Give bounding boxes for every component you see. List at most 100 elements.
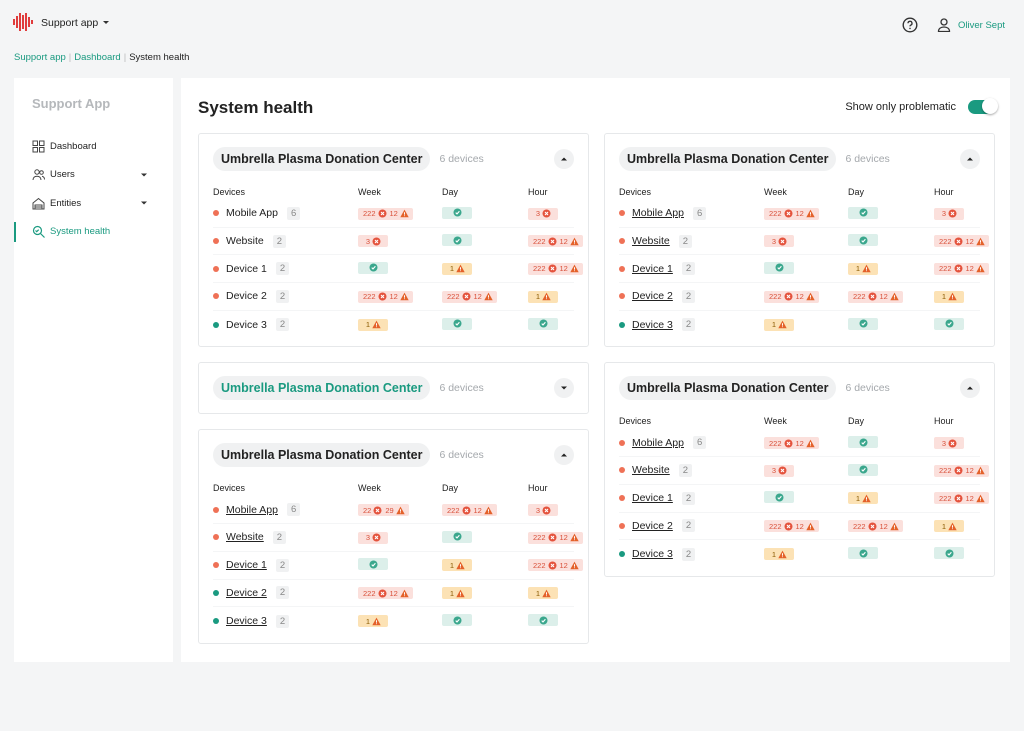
week-cell: 1	[764, 548, 848, 561]
user-name[interactable]: Oliver Sept	[958, 20, 1005, 31]
help-icon[interactable]	[902, 17, 918, 33]
nav-item[interactable]: System health	[14, 221, 173, 242]
collapse-toggle[interactable]	[554, 149, 574, 169]
hour-cell: 1	[934, 290, 1004, 303]
status-count: 1	[855, 264, 861, 274]
status-dot	[619, 210, 625, 217]
nav-item[interactable]: Dashboard	[14, 136, 173, 156]
nav-item[interactable]: Users	[14, 165, 173, 185]
week-cell: 222 12	[764, 437, 848, 450]
device-cell: Mobile App 6	[619, 436, 764, 450]
status-count: 12	[795, 438, 804, 448]
app-switcher[interactable]: Support app	[41, 17, 112, 29]
status-count: 3	[771, 236, 777, 246]
device-name[interactable]: Device 1	[632, 492, 673, 505]
device-name[interactable]: Device 1	[632, 262, 673, 275]
status-pill: 3	[358, 235, 388, 248]
separator: |	[123, 52, 127, 63]
device-name[interactable]: Device 2	[632, 290, 673, 303]
day-cell: 1	[848, 492, 934, 505]
status-pill: 3	[528, 504, 558, 517]
device-card: Umbrella Plasma Donation Center 6 devices…	[198, 429, 589, 644]
day-cell: 222 12	[442, 504, 528, 517]
status-count: 222	[939, 493, 952, 503]
status-dot	[213, 562, 219, 569]
status-icon-warn	[976, 265, 985, 273]
card-title[interactable]: Umbrella Plasma Donation Center	[619, 147, 837, 171]
device-count: 6 devices	[439, 449, 484, 462]
status-icon-warn	[372, 320, 381, 329]
collapse-toggle[interactable]	[960, 149, 980, 169]
status-icon-warn	[948, 292, 957, 301]
week-cell: 1	[358, 615, 442, 628]
status-count: 222	[939, 264, 952, 274]
crumb-current: System health	[129, 52, 190, 63]
device-name[interactable]: Device 1	[226, 559, 267, 572]
status-icon-ok	[859, 319, 867, 328]
collapse-toggle[interactable]	[960, 378, 980, 399]
device-name[interactable]: Website	[632, 235, 670, 248]
status-icon-warn	[372, 617, 381, 625]
week-cell: 1	[358, 318, 442, 331]
device-name[interactable]: Mobile App	[226, 503, 278, 516]
status-icon-error	[784, 522, 793, 531]
status-icon-ok	[453, 616, 461, 625]
card-title[interactable]: Umbrella Plasma Donation Center	[213, 376, 431, 401]
status-pill: 1	[442, 262, 472, 275]
status-pill: 222 12	[934, 235, 989, 248]
status-dot	[619, 522, 625, 529]
status-dot	[213, 589, 219, 596]
card-title[interactable]: Umbrella Plasma Donation Center	[213, 443, 431, 468]
status-pill	[764, 261, 794, 274]
nav-icon	[32, 197, 45, 209]
status-dot	[619, 551, 625, 558]
column-header: Devices	[619, 187, 652, 197]
nav-item[interactable]: Entities	[14, 193, 173, 213]
status-count: 3	[941, 209, 947, 219]
device-cell: Device 3 2	[619, 318, 764, 332]
status-pill: 222 12	[934, 492, 989, 505]
device-name[interactable]: Device 3	[632, 318, 673, 331]
collapse-toggle[interactable]	[554, 445, 574, 466]
status-icon-error	[954, 494, 963, 503]
status-count: 222	[769, 292, 782, 302]
device-row: Device 1 2 1 222 12	[213, 552, 583, 580]
hour-cell: 222 12	[934, 235, 1004, 248]
status-count: 1	[535, 588, 541, 598]
status-pill: 222 12	[528, 559, 583, 572]
device-name[interactable]: Mobile App	[632, 207, 684, 220]
status-pill	[848, 547, 878, 560]
device-name[interactable]: Device 2	[632, 519, 673, 532]
device-name[interactable]: Mobile App	[632, 436, 684, 449]
status-pill: 222 12	[934, 464, 989, 477]
week-cell	[358, 558, 442, 572]
status-pill: 1	[442, 587, 472, 600]
filter-toggle[interactable]: Show only problematic	[845, 98, 998, 114]
crumb-link[interactable]: Dashboard	[74, 52, 121, 63]
device-name[interactable]: Device 3	[226, 615, 267, 628]
day-cell: 222 12	[442, 290, 528, 303]
status-icon-warn	[976, 494, 985, 503]
crumb-link[interactable]: Support app	[14, 52, 66, 63]
device-name[interactable]: Device 2	[226, 586, 267, 599]
device-cell: Website 2	[213, 234, 358, 248]
status-pill: 1	[934, 520, 964, 533]
card-title[interactable]: Umbrella Plasma Donation Center	[619, 376, 837, 401]
status-pill: 222 12	[358, 290, 413, 303]
status-dot	[213, 238, 219, 245]
device-row: Website 2 3 222 12	[619, 457, 989, 485]
status-count: 12	[389, 292, 398, 302]
device-name[interactable]: Device 3	[632, 548, 673, 561]
switch[interactable]	[968, 98, 998, 114]
status-icon-error	[373, 506, 382, 515]
hour-cell: 1	[528, 587, 598, 600]
device-name[interactable]: Website	[632, 464, 670, 477]
card-title[interactable]: Umbrella Plasma Donation Center	[213, 147, 431, 171]
status-icon-error	[462, 506, 471, 515]
status-icon-ok	[859, 208, 867, 217]
device-name[interactable]: Website	[226, 531, 264, 544]
status-icon-error	[778, 466, 787, 475]
collapse-toggle[interactable]	[554, 378, 574, 399]
top-bar: Support app Oliver Sept	[0, 0, 1024, 48]
day-cell: 1	[442, 262, 528, 275]
